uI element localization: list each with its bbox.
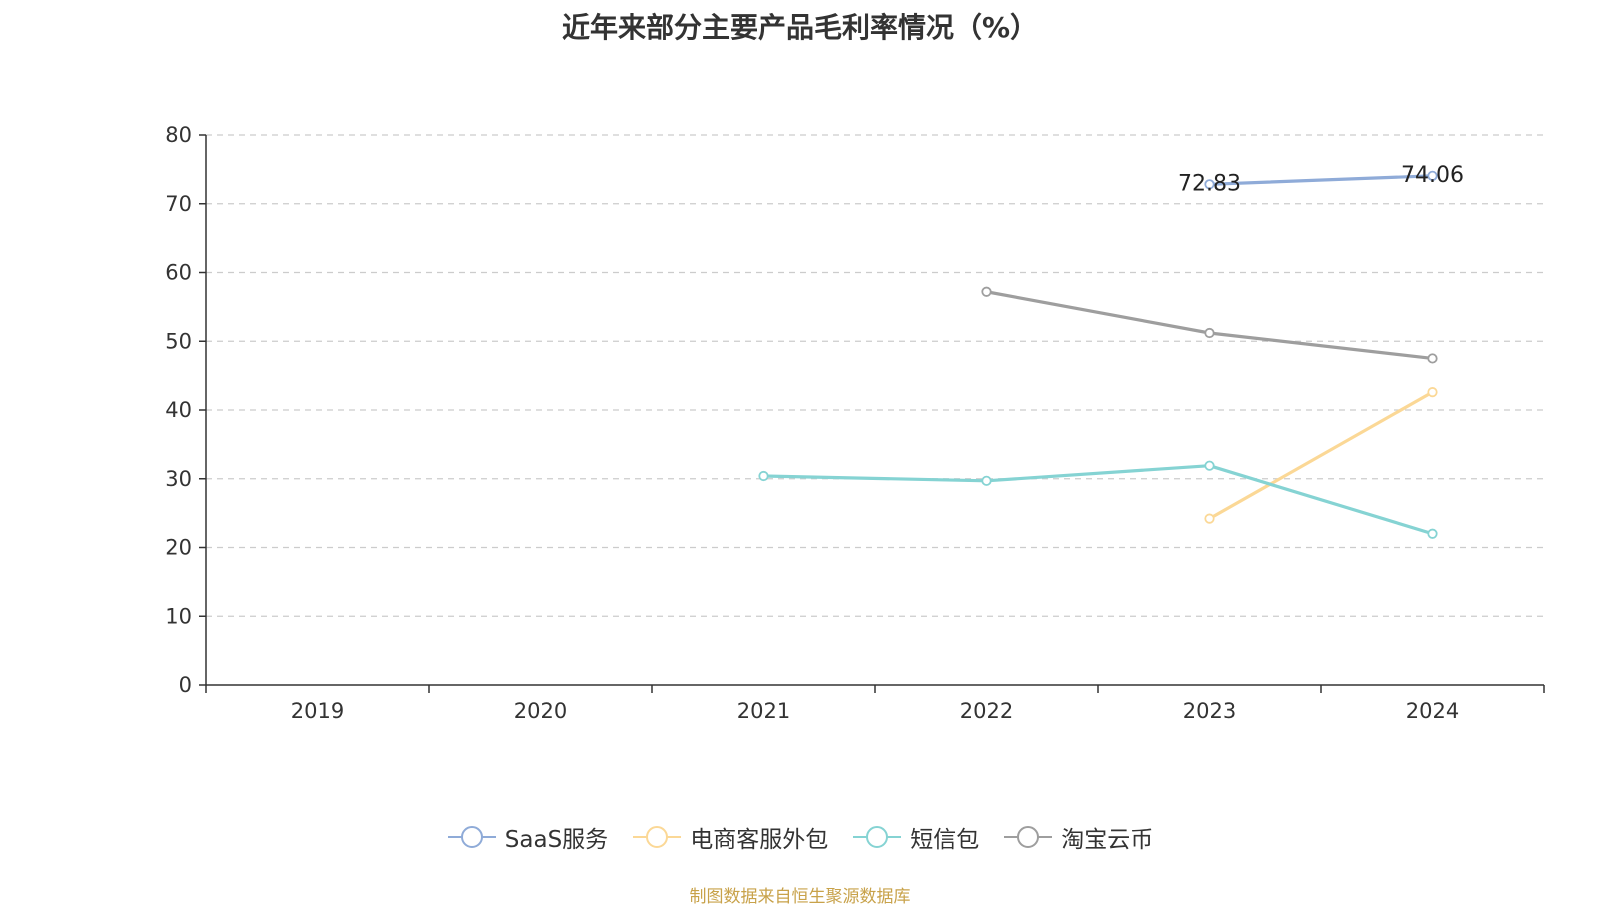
y-tick-label: 10 [165,604,192,628]
data-point [1204,513,1215,524]
data-labels: 72.83 74.06 [1178,163,1464,196]
data-label: 72.83 [1178,171,1241,196]
data-point [1204,327,1215,339]
series-line [761,464,1435,536]
x-tick-label: 2023 [1183,699,1236,723]
legend-symbol-icon [633,826,682,848]
legend-item[interactable]: 短信包 [852,820,979,854]
x-tick-label: 2020 [514,699,567,723]
series-line [1207,390,1435,521]
data-point [758,470,769,482]
y-tick-label: 20 [165,536,192,560]
series-line [1207,174,1435,186]
x-tick-label: 2019 [291,699,344,723]
x-tick-label: 2022 [960,699,1013,723]
data-point [981,286,992,297]
legend: SaaS服务 电商客服外包 短信包 淘宝云币 [0,820,1600,854]
axes: 0 10 20 30 40 50 60 70 80 2019 2020 2021 2022 2023 202… [165,123,1545,723]
y-tick-label: 50 [165,329,192,353]
legend-symbol-icon [447,826,496,848]
y-tick-label: 30 [165,467,192,491]
legend-label: SaaS服务 [504,827,609,853]
series-line [984,290,1435,361]
legend-item[interactable]: 电商客服外包 [632,820,828,854]
data-point [1204,460,1215,471]
legend-label: 短信包 [910,827,980,853]
legend-symbol-icon [853,826,902,848]
series-lines [758,170,1438,539]
grid-lines [206,134,1544,617]
legend-symbol-icon [1004,826,1053,848]
y-tick-label: 40 [165,398,192,422]
y-tick-label: 60 [165,261,192,285]
data-point [1427,170,1438,181]
x-tick-label: 2021 [737,699,790,723]
legend-label: 淘宝云币 [1061,827,1154,853]
chart-title: 近年来部分主要产品毛利率情况（%） [561,11,1039,44]
data-point [1204,179,1215,190]
x-tick-label: 2024 [1406,699,1459,723]
y-tick-label: 80 [165,123,192,147]
data-point [981,475,992,486]
data-label: 74.06 [1401,163,1464,188]
y-tick-label: 70 [165,192,192,216]
legend-item[interactable]: 淘宝云币 [1003,820,1153,854]
legend-item[interactable]: SaaS服务 [447,820,608,854]
data-point [1427,353,1438,364]
data-point [1427,387,1438,398]
y-tick-label: 0 [179,673,192,697]
data-point [1427,528,1438,539]
source-note: 制图数据来自恒生聚源数据库 [689,887,911,907]
legend-label: 电商客服外包 [690,827,829,853]
